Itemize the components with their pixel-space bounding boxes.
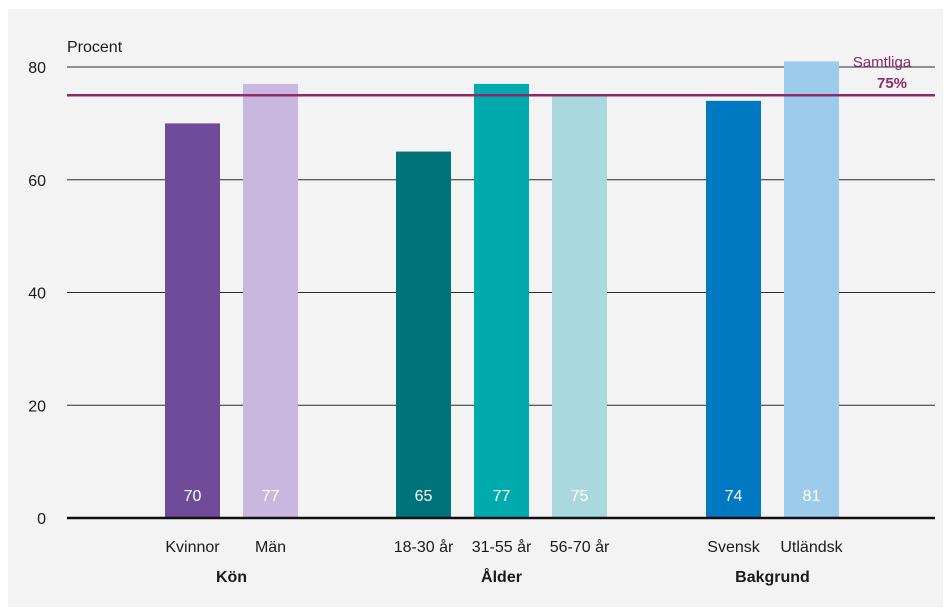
y-axis-ticks: 0 20 40 60 80: [28, 60, 46, 528]
bar-value-label: 65: [415, 488, 433, 505]
bar-value-label: 77: [493, 488, 511, 505]
bar: [552, 95, 607, 518]
bar-value-label: 75: [571, 488, 589, 505]
bar: [165, 123, 220, 518]
category-label: 31-55 år: [472, 538, 532, 556]
category-label: Utländsk: [780, 539, 843, 556]
category-label: 18-30 år: [394, 538, 454, 556]
bar-value-label: 70: [184, 488, 202, 505]
category-label: Män: [255, 539, 286, 556]
y-tick-label: 40: [28, 286, 46, 303]
bar-value-label: 81: [803, 488, 821, 505]
bar: [706, 100, 761, 518]
y-tick-label: 20: [28, 398, 46, 415]
group-label: Kön: [216, 569, 247, 586]
category-label: Svensk: [707, 539, 760, 556]
reference-line-group: Samtliga 75%: [67, 54, 935, 97]
bar: [784, 61, 839, 519]
y-tick-label: 60: [28, 173, 46, 190]
bar-value-label: 77: [262, 488, 280, 505]
bar-value-label: 74: [725, 488, 743, 505]
bars: 70 77 65 77 75 74 81: [165, 61, 839, 519]
bar: [243, 83, 298, 518]
category-label: 56-70 år: [550, 538, 610, 556]
y-axis-label: Procent: [67, 39, 123, 56]
reference-value: 75%: [877, 75, 907, 92]
y-tick-label: 0: [37, 511, 46, 528]
reference-label: Samtliga: [853, 54, 912, 71]
x-axis: Kvinnor Män Kön 18-30 år 31-55 år 56-70 år Åld…: [67, 516, 935, 586]
y-tick-label: 80: [28, 60, 46, 77]
bar: [396, 151, 451, 518]
group-label: Ålder: [481, 567, 522, 586]
category-label: Kvinnor: [165, 539, 220, 556]
bar: [474, 83, 529, 518]
group-label: Bakgrund: [735, 569, 810, 586]
